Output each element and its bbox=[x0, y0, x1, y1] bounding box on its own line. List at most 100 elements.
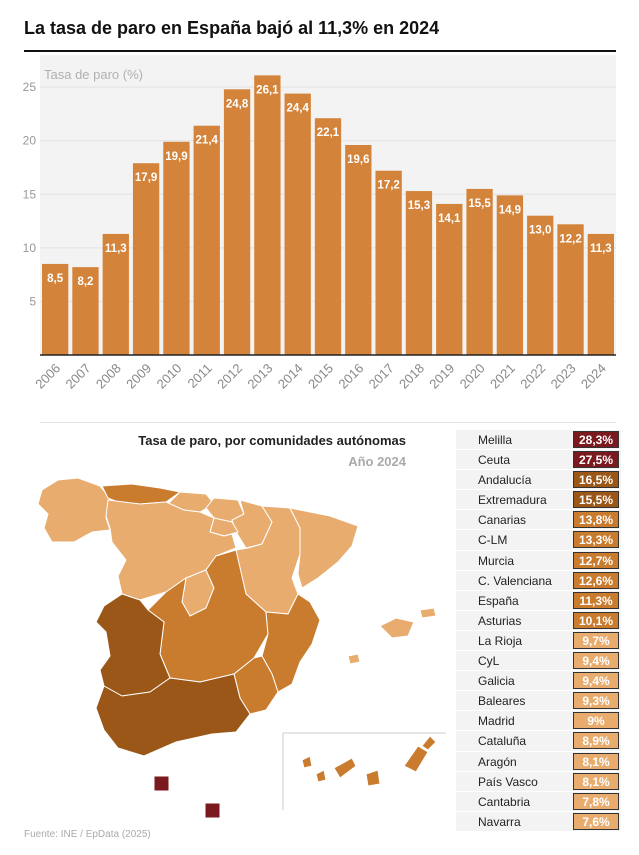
region-canarias bbox=[301, 735, 437, 787]
ranking-region-name: España bbox=[478, 593, 519, 608]
x-tick-label: 2006 bbox=[32, 361, 63, 392]
unemployment-bar-chart: Tasa de paro (%) 5 10 15 20 25 8,5 8,2 11,3 17,… bbox=[23, 55, 616, 392]
ranking-region-name: País Vasco bbox=[478, 774, 538, 789]
x-axis-ticks: 2006 2007 2008 2009 2010 2011 2012 2013 2014 2015… bbox=[32, 361, 609, 392]
ranking-region-name: Ceuta bbox=[478, 453, 511, 468]
y-tick-label: 10 bbox=[23, 241, 37, 255]
bar-2011 bbox=[193, 125, 220, 355]
ranking-region-name: C. Valenciana bbox=[478, 573, 552, 588]
bar-2015 bbox=[314, 118, 342, 355]
ranking-rate-badge: 8,1% bbox=[573, 772, 619, 790]
x-tick-label: 2021 bbox=[487, 361, 518, 392]
ranking-region-name: La Rioja bbox=[478, 633, 523, 648]
ranking-row: Extremadura 15,5% bbox=[456, 490, 621, 511]
source-note: Fuente: INE / EpData (2025) bbox=[24, 829, 151, 840]
ranking-rate-badge: 28,3% bbox=[573, 431, 619, 448]
bar-value-label: 19,9 bbox=[165, 151, 187, 163]
y-tick-label: 15 bbox=[23, 187, 37, 201]
canarias-inset-frame bbox=[282, 732, 446, 810]
bar-2018 bbox=[405, 191, 433, 355]
ranking-rate-badge: 12,7% bbox=[573, 551, 619, 569]
canarias-island bbox=[421, 735, 437, 751]
ranking-rate-badge: 13,3% bbox=[573, 531, 619, 549]
y-axis-label: Tasa de paro (%) bbox=[44, 67, 143, 82]
x-tick-label: 2018 bbox=[396, 361, 427, 392]
chart-title: La tasa de paro en España bajó al 11,3% … bbox=[24, 18, 440, 38]
canarias-island bbox=[301, 755, 313, 769]
x-tick-label: 2010 bbox=[153, 361, 184, 392]
bar-2010 bbox=[163, 141, 190, 355]
x-tick-label: 2009 bbox=[123, 361, 154, 392]
bar-value-label: 17,2 bbox=[377, 180, 399, 192]
ranking-row: Aragón 8,1% bbox=[456, 752, 621, 772]
ranking-row: Navarra 7,6% bbox=[456, 812, 621, 832]
bar-value-label: 11,3 bbox=[590, 243, 612, 255]
y-tick-label: 5 bbox=[29, 294, 36, 308]
ranking-region-name: Madrid bbox=[478, 714, 515, 729]
region-andalucia bbox=[95, 673, 251, 757]
bar-value-label: 15,5 bbox=[468, 198, 491, 210]
canarias-island bbox=[403, 745, 429, 773]
spain-region-map bbox=[37, 477, 446, 819]
canarias-island bbox=[365, 769, 381, 787]
region-melilla bbox=[204, 802, 221, 819]
bar-value-label: 11,3 bbox=[105, 243, 127, 255]
bar-value-label: 17,9 bbox=[135, 172, 157, 184]
ranking-row: Ceuta 27,5% bbox=[456, 450, 621, 471]
region-galicia bbox=[37, 477, 111, 543]
bar-2006 bbox=[42, 263, 69, 355]
ranking-rate-badge: 7,8% bbox=[573, 792, 619, 810]
region-baleares-ibiza bbox=[347, 653, 361, 665]
ranking-region-name: Melilla bbox=[478, 433, 513, 447]
ranking-row: CyL 9,4% bbox=[456, 651, 621, 672]
bar-2009 bbox=[132, 163, 160, 355]
ranking-region-name: C-LM bbox=[478, 533, 508, 548]
x-tick-label: 2013 bbox=[244, 361, 275, 392]
x-tick-label: 2023 bbox=[548, 361, 579, 392]
bar-value-label: 15,3 bbox=[408, 200, 430, 212]
bar-value-label: 14,1 bbox=[438, 213, 461, 225]
x-tick-label: 2014 bbox=[275, 361, 306, 392]
ranking-rate-badge: 9,4% bbox=[573, 652, 619, 670]
ranking-region-name: Baleares bbox=[478, 694, 526, 709]
bar-2007 bbox=[72, 267, 99, 355]
ranking-region-name: Andalucía bbox=[478, 473, 532, 488]
region-ranking-table: Melilla 28,3% Ceuta 27,5% Andalucía 16,5% Extr… bbox=[456, 430, 621, 832]
bar-value-label: 12,2 bbox=[559, 233, 581, 245]
ranking-region-name: Galicia bbox=[478, 674, 515, 689]
x-tick-label: 2008 bbox=[93, 361, 124, 392]
bar-value-label: 19,6 bbox=[347, 154, 369, 166]
ranking-row: Murcia 12,7% bbox=[456, 551, 621, 571]
title-rule bbox=[24, 50, 616, 52]
ranking-rate-badge: 10,1% bbox=[573, 611, 619, 629]
ranking-region-name: Cantabria bbox=[478, 794, 531, 809]
ranking-rate-badge: 8,1% bbox=[573, 752, 619, 770]
canarias-island bbox=[315, 769, 327, 783]
region-ceuta bbox=[153, 775, 170, 792]
ranking-region-name: CyL bbox=[478, 654, 500, 669]
bar-value-label: 24,8 bbox=[226, 98, 249, 110]
region-baleares-menorca bbox=[419, 607, 437, 619]
ranking-row: España 11,3% bbox=[456, 591, 621, 611]
ranking-rate-badge: 15,5% bbox=[573, 491, 619, 509]
ranking-rate-badge: 13,8% bbox=[573, 511, 619, 529]
ranking-rate-badge: 8,9% bbox=[573, 732, 619, 750]
ranking-rate-badge: 12,6% bbox=[573, 571, 619, 589]
ranking-row: Madrid 9% bbox=[456, 711, 621, 732]
bar-2021 bbox=[496, 195, 524, 355]
ranking-row: Asturias 10,1% bbox=[456, 611, 621, 631]
x-tick-label: 2011 bbox=[184, 361, 214, 391]
ranking-row: Canarias 13,8% bbox=[456, 510, 621, 531]
ranking-rate-badge: 11,3% bbox=[573, 591, 619, 609]
canarias-island bbox=[333, 757, 357, 779]
ranking-region-name: Cataluña bbox=[478, 734, 527, 749]
x-tick-label: 2017 bbox=[366, 361, 397, 392]
bar-value-label: 26,1 bbox=[256, 84, 279, 96]
bar-2012 bbox=[223, 89, 251, 356]
bar-value-label: 14,9 bbox=[499, 204, 521, 216]
ranking-region-name: Canarias bbox=[478, 513, 527, 528]
ranking-rate-badge: 16,5% bbox=[573, 471, 619, 489]
ranking-rate-badge: 9% bbox=[573, 712, 619, 730]
ranking-row: Cataluña 8,9% bbox=[456, 731, 621, 752]
bar-value-label: 8,2 bbox=[77, 276, 93, 288]
